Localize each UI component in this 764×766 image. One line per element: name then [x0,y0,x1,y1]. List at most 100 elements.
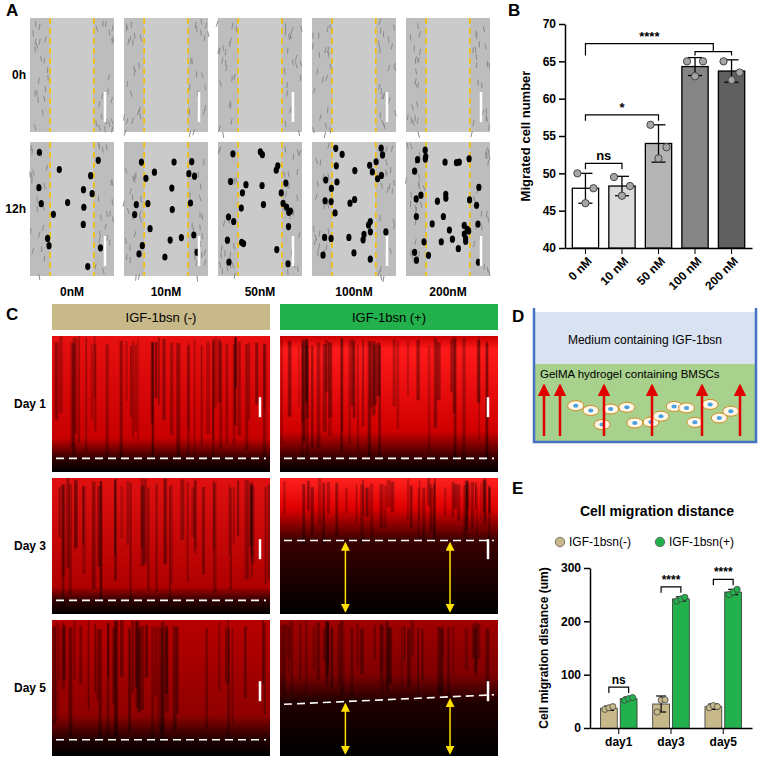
group-header [280,304,498,330]
panel-label: A [6,1,18,20]
data-point [655,155,662,162]
cell-texture [201,72,203,78]
cell-texture [285,29,287,35]
row-label: 0h [12,68,26,82]
cell-texture [378,270,380,276]
texture [78,336,80,442]
cell-texture [297,169,299,175]
cell-texture [44,96,45,102]
texture [457,485,460,522]
row-label: Day 1 [14,397,46,411]
migrated-cell [467,155,472,162]
migrated-cell [188,199,193,206]
cell-texture [220,81,222,87]
migrated-cell [239,204,244,211]
texture [244,480,247,579]
texture [345,488,347,514]
data-point [682,594,688,600]
y-tick: 0 [574,721,590,735]
texture [475,622,477,670]
wound-edge [331,142,333,276]
cell-texture [189,84,191,90]
legend-marker [555,537,564,546]
migrated-cell [168,236,173,243]
migrated-cell [192,173,197,180]
migrated-cell [379,145,384,152]
nucleus [684,406,689,410]
x-tick-label: day3 [657,735,685,749]
texture [140,625,144,710]
texture [92,482,95,589]
texture [365,488,368,517]
migrated-cell [241,240,246,247]
cell-texture [312,43,314,49]
texture [388,628,391,682]
cell-texture [200,30,202,36]
wound-edge [281,142,283,276]
cell-texture [471,131,473,137]
texture [288,341,292,417]
cell-texture [46,165,47,171]
texture [160,628,163,743]
cell-texture [199,225,201,231]
cell-texture [106,145,108,151]
y-tick-label: 45 [543,204,557,218]
cell-texture [35,46,36,52]
y-tick: 300 [561,561,590,575]
migrated-cell [57,166,62,173]
texture [434,338,437,428]
cell-texture [329,127,331,133]
legend-marker [655,537,664,546]
migrated-cell [426,252,431,259]
migrated-cell [231,218,236,225]
texture [230,487,232,590]
texture [136,621,140,708]
cell-texture [199,212,200,218]
sig-bracket [713,579,733,585]
cell-texture [418,132,420,138]
data-point [662,697,668,703]
cell-texture [486,108,487,114]
column-label: 200nM [429,285,466,299]
image-bg [124,18,208,132]
cell-texture [219,48,220,54]
cell-texture [204,35,206,41]
texture [126,341,128,401]
cell-texture [109,121,110,127]
y-tick-mark [559,61,565,63]
y-tick-label: 50 [543,167,557,181]
cell-texture [483,26,484,32]
bar [718,71,744,248]
texture [171,485,173,585]
texture [311,487,314,535]
cell-texture [382,120,384,126]
y-tick-label: 55 [543,129,557,143]
image-gap [332,18,376,132]
migrated-cell [189,158,194,165]
migrated-cell [134,201,139,208]
y-tick-label: 100 [561,668,581,682]
fluorescence-image [52,336,270,472]
migrated-cell [132,211,137,218]
cell-texture [99,125,101,131]
cell-texture [415,81,416,87]
migrated-cell [240,189,245,196]
cell-texture [418,174,420,180]
texture [225,627,227,684]
baseline [56,739,266,741]
texture [466,480,468,522]
baseline [284,540,494,542]
cell-texture [220,262,221,268]
cell-texture [407,142,409,148]
texture [450,339,452,392]
y-tick: 200 [561,615,590,629]
migrated-cell [465,226,470,233]
cell-texture [320,159,321,165]
cell-texture [393,25,395,31]
nucleus [658,414,663,418]
cell-texture [386,160,388,166]
x-tick: day5 [710,728,738,749]
cell-texture [293,210,294,216]
data-point [626,182,633,189]
texture [488,486,490,540]
